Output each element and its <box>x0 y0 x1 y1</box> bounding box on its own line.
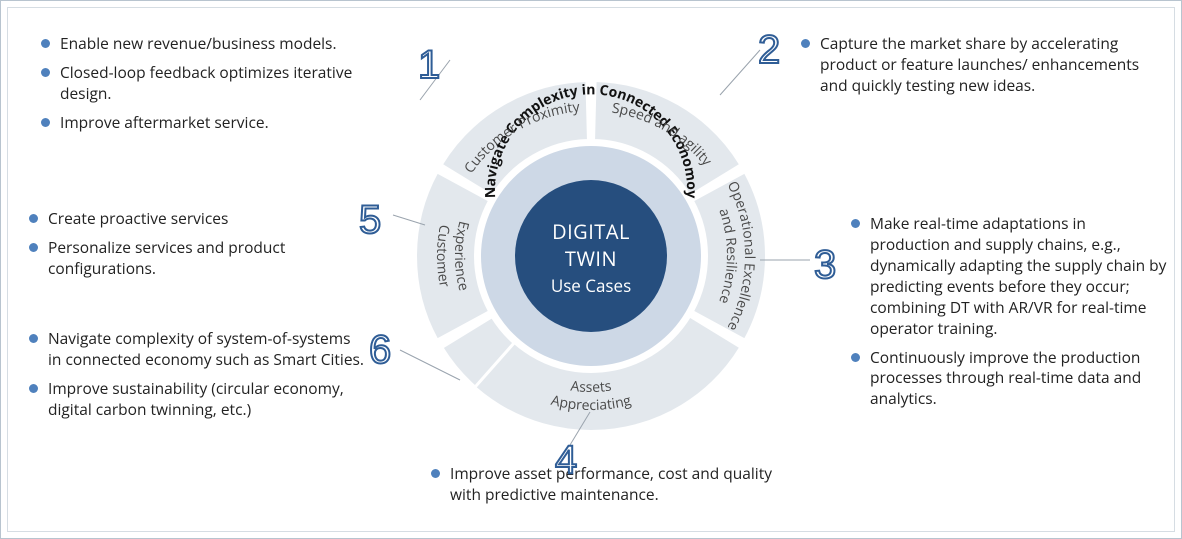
outer-frame: Enable new revenue/business models.Close… <box>0 0 1182 539</box>
segment-number-4: 4 <box>555 438 577 483</box>
segment-label: Assets <box>570 377 613 398</box>
center-label: DIGITAL TWIN Use Cases <box>511 218 671 297</box>
leader-line-2 <box>720 50 760 95</box>
segment-number-3: 3 <box>814 243 836 288</box>
center-line-2: TWIN <box>511 245 671 272</box>
center-line-1: DIGITAL <box>511 218 671 245</box>
inner-frame: Enable new revenue/business models.Close… <box>7 7 1175 532</box>
segment-number-6: 6 <box>369 328 391 373</box>
segment-number-1: 1 <box>418 43 440 88</box>
center-line-3: Use Cases <box>511 274 671 297</box>
segment-number-5: 5 <box>359 198 381 243</box>
segment-number-2: 2 <box>758 28 780 73</box>
